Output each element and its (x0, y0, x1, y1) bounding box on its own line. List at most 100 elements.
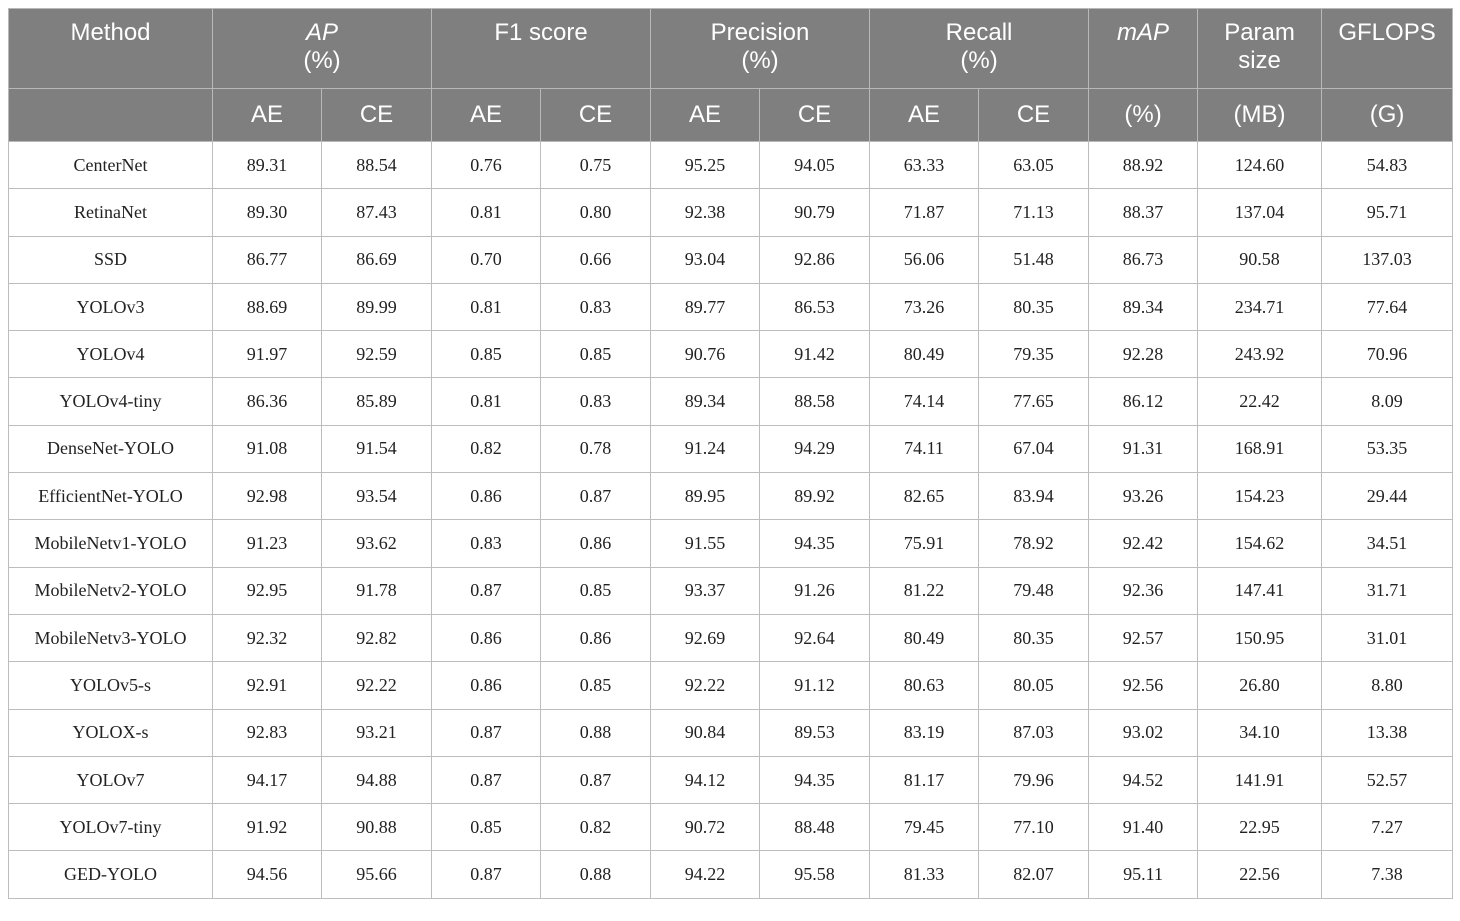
value-cell: 0.85 (431, 803, 542, 852)
value-cell: 83.19 (869, 708, 980, 757)
value-cell: 89.99 (320, 282, 433, 332)
value-cell: 80.05 (978, 661, 1090, 710)
value-cell: 87.03 (978, 708, 1090, 757)
value-cell: 34.51 (1321, 519, 1454, 568)
value-cell: 80.35 (978, 613, 1090, 663)
value-cell: 92.98 (212, 472, 322, 521)
value-cell: 89.95 (650, 472, 761, 521)
value-cell: 150.95 (1197, 613, 1323, 663)
value-cell: 91.97 (212, 330, 322, 379)
method-cell: YOLOv7 (8, 755, 213, 805)
value-cell: 80.49 (869, 330, 980, 379)
value-cell: 79.96 (978, 755, 1090, 805)
header-gflops-unit: (G) (1321, 88, 1454, 142)
value-cell: 92.83 (212, 708, 322, 757)
value-cell: 0.76 (431, 140, 542, 190)
value-cell: 29.44 (1321, 472, 1454, 521)
method-cell: RetinaNet (8, 188, 213, 237)
value-cell: 92.42 (1088, 519, 1199, 568)
value-cell: 90.84 (650, 708, 761, 757)
value-cell: 0.82 (431, 424, 542, 474)
value-cell: 88.58 (759, 377, 871, 426)
value-cell: 31.71 (1321, 566, 1454, 615)
value-cell: 92.57 (1088, 613, 1199, 663)
value-cell: 53.35 (1321, 424, 1454, 474)
method-cell: DenseNet-YOLO (8, 424, 213, 474)
value-cell: 147.41 (1197, 566, 1323, 615)
value-cell: 74.14 (869, 377, 980, 426)
value-cell: 86.36 (212, 377, 322, 426)
method-cell: YOLOv3 (8, 282, 213, 332)
value-cell: 86.73 (1088, 235, 1199, 284)
value-cell: 89.30 (212, 188, 322, 237)
value-cell: 92.91 (212, 661, 322, 710)
value-cell: 154.23 (1197, 472, 1323, 521)
value-cell: 86.69 (320, 235, 433, 284)
value-cell: 52.57 (1321, 755, 1454, 805)
table-row: YOLOv7-tiny 91.92 90.88 0.85 0.82 90.72 88.48 7… (8, 803, 1454, 852)
value-cell: 93.54 (320, 472, 433, 521)
value-cell: 92.64 (759, 613, 871, 663)
value-cell: 26.80 (1197, 661, 1323, 710)
value-cell: 88.54 (320, 140, 433, 190)
value-cell: 89.31 (212, 140, 322, 190)
value-cell: 7.27 (1321, 803, 1454, 852)
value-cell: 89.77 (650, 282, 761, 332)
value-cell: 141.91 (1197, 755, 1323, 805)
value-cell: 34.10 (1197, 708, 1323, 757)
value-cell: 0.86 (431, 661, 542, 710)
table-row: YOLOv4-tiny 86.36 85.89 0.81 0.83 89.34 88.58 7… (8, 377, 1454, 426)
table-header: Method AP (%) F1 score Precision (%) Recal… (8, 8, 1454, 142)
header-ap-ce: CE (320, 88, 433, 142)
header-map: mAP (1088, 8, 1199, 89)
value-cell: 0.85 (540, 661, 652, 710)
value-cell: 94.52 (1088, 755, 1199, 805)
value-cell: 95.71 (1321, 188, 1454, 237)
value-cell: 94.12 (650, 755, 761, 805)
value-cell: 7.38 (1321, 850, 1454, 899)
value-cell: 94.88 (320, 755, 433, 805)
value-cell: 22.56 (1197, 850, 1323, 899)
value-cell: 0.87 (540, 755, 652, 805)
value-cell: 92.22 (650, 661, 761, 710)
value-cell: 0.85 (540, 330, 652, 379)
value-cell: 80.63 (869, 661, 980, 710)
value-cell: 71.13 (978, 188, 1090, 237)
value-cell: 74.11 (869, 424, 980, 474)
value-cell: 88.48 (759, 803, 871, 852)
value-cell: 77.10 (978, 803, 1090, 852)
value-cell: 90.79 (759, 188, 871, 237)
header-precision-ce: CE (759, 88, 871, 142)
value-cell: 88.69 (212, 282, 322, 332)
value-cell: 0.85 (540, 566, 652, 615)
value-cell: 91.54 (320, 424, 433, 474)
value-cell: 0.87 (540, 472, 652, 521)
value-cell: 90.58 (1197, 235, 1323, 284)
value-cell: 95.58 (759, 850, 871, 899)
header-recall-ce: CE (978, 88, 1090, 142)
header-method-blank (8, 88, 213, 142)
value-cell: 94.56 (212, 850, 322, 899)
value-cell: 92.56 (1088, 661, 1199, 710)
value-cell: 71.87 (869, 188, 980, 237)
table-row: MobileNetv3-YOLO 92.32 92.82 0.86 0.86 92.69 9… (8, 613, 1454, 663)
value-cell: 91.23 (212, 519, 322, 568)
method-cell: EfficientNet-YOLO (8, 472, 213, 521)
value-cell: 92.59 (320, 330, 433, 379)
value-cell: 87.43 (320, 188, 433, 237)
value-cell: 91.40 (1088, 803, 1199, 852)
value-cell: 0.83 (431, 519, 542, 568)
value-cell: 243.92 (1197, 330, 1323, 379)
table-row: EfficientNet-YOLO 92.98 93.54 0.86 0.87 89.95… (8, 472, 1454, 521)
value-cell: 0.80 (540, 188, 652, 237)
value-cell: 0.85 (431, 330, 542, 379)
value-cell: 91.08 (212, 424, 322, 474)
value-cell: 95.66 (320, 850, 433, 899)
value-cell: 82.07 (978, 850, 1090, 899)
method-cell: YOLOv7-tiny (8, 803, 213, 852)
value-cell: 56.06 (869, 235, 980, 284)
value-cell: 0.87 (431, 755, 542, 805)
value-cell: 81.22 (869, 566, 980, 615)
value-cell: 0.75 (540, 140, 652, 190)
method-cell: SSD (8, 235, 213, 284)
